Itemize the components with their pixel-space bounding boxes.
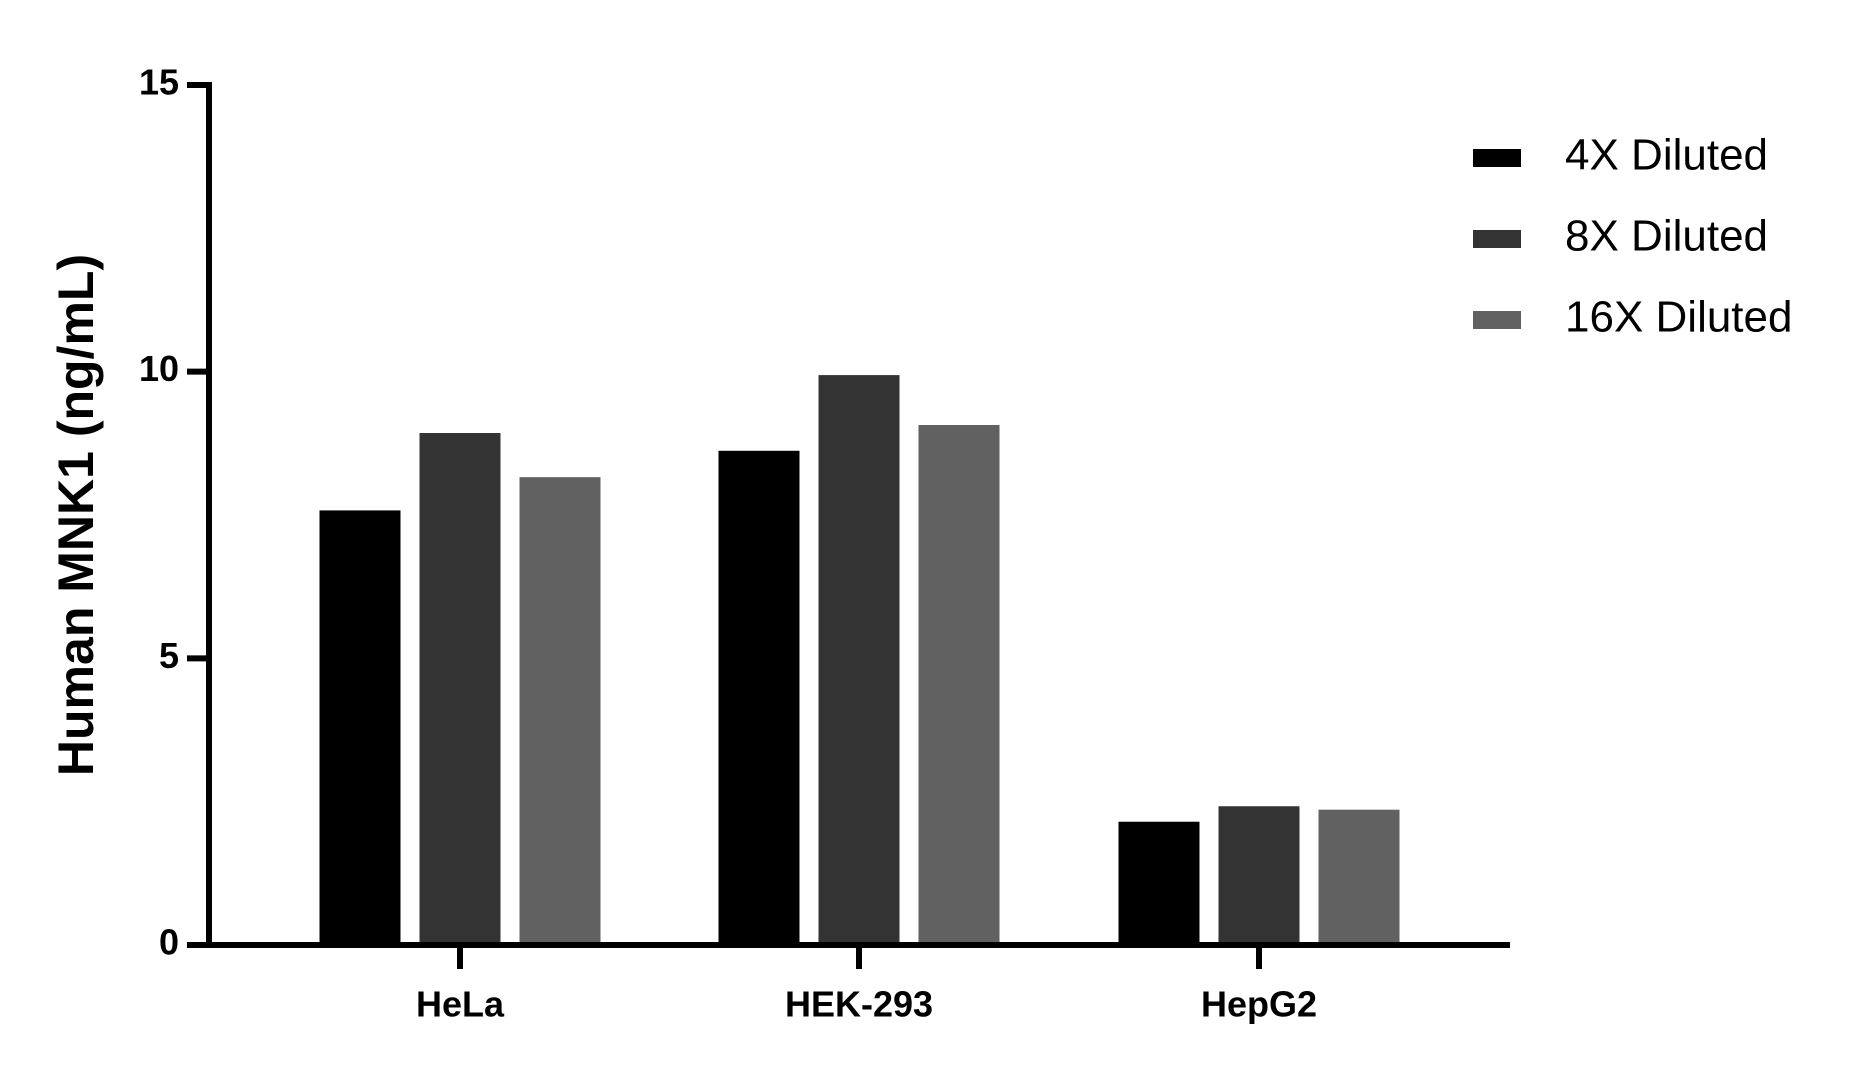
bar — [1318, 809, 1400, 945]
y-tick-label: 0 — [159, 922, 179, 963]
legend-label: 8X Diluted — [1565, 212, 1768, 261]
legend-label: 16X Diluted — [1565, 293, 1792, 342]
x-tick-label: HEK-293 — [785, 984, 933, 1025]
bar — [718, 450, 800, 945]
legend-swatch — [1473, 149, 1521, 167]
y-tick-label: 5 — [159, 635, 179, 676]
y-axis-label: Human MNK1 (ng/mL) — [48, 254, 104, 776]
legend-swatch — [1473, 230, 1521, 248]
bar — [1218, 806, 1300, 945]
bar — [1118, 821, 1200, 945]
bar — [519, 477, 601, 945]
legend-label: 4X Diluted — [1565, 131, 1768, 180]
bar — [319, 510, 401, 945]
x-tick-label: HeLa — [416, 984, 505, 1025]
y-tick-label: 10 — [139, 348, 179, 389]
legend-swatch — [1473, 311, 1521, 329]
bar — [918, 424, 1000, 945]
bar — [419, 433, 501, 945]
bar — [818, 375, 900, 945]
x-tick-label: HepG2 — [1201, 984, 1317, 1025]
y-tick-label: 15 — [139, 62, 179, 103]
